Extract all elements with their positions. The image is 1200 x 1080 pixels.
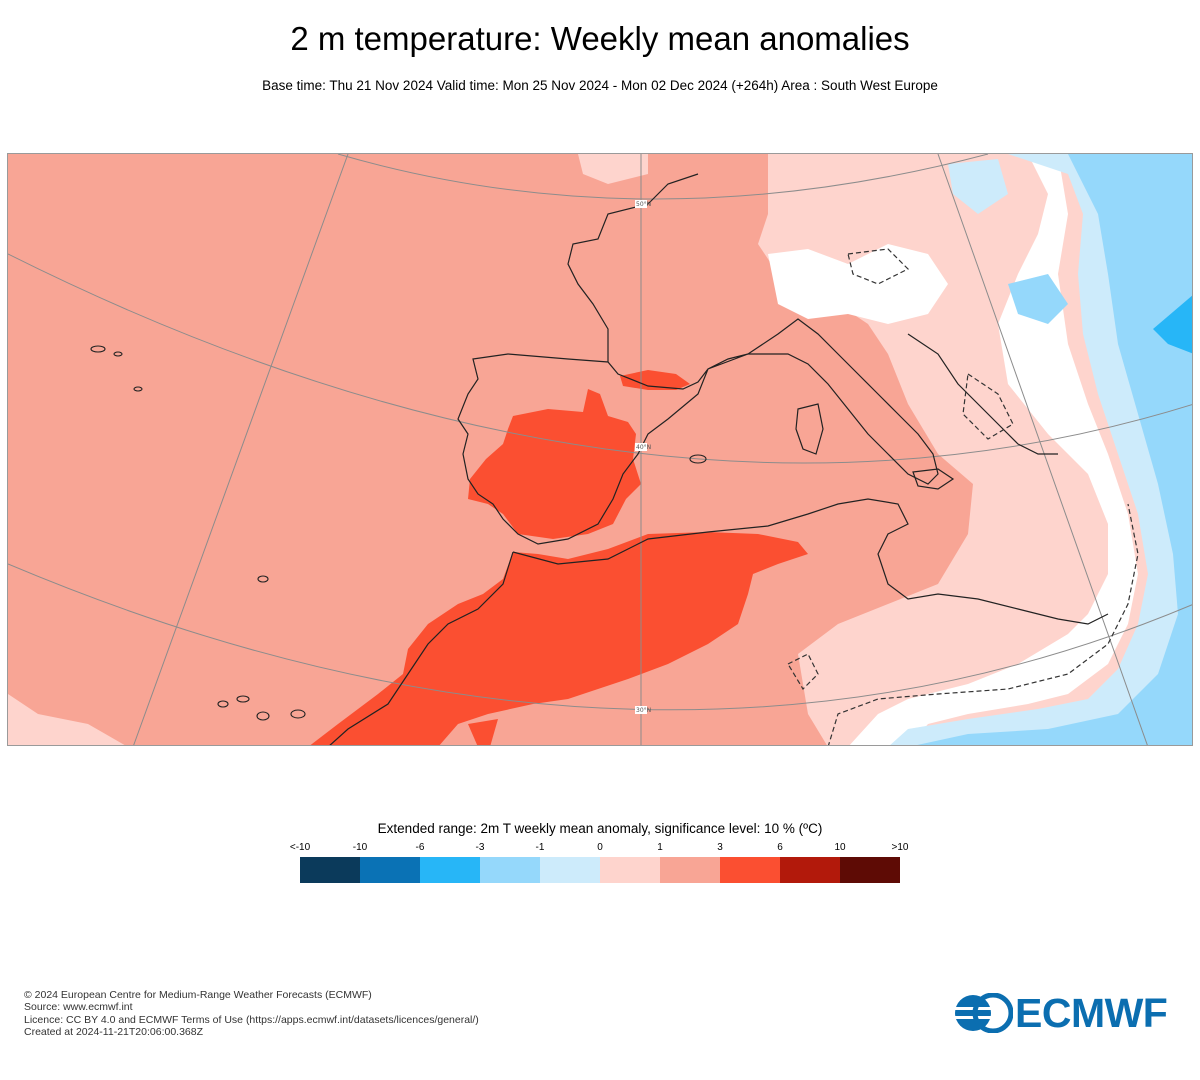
anomaly-zone-strong-warm (620, 370, 690, 390)
coastline-sardinia (795, 403, 824, 455)
legend-tick-label: -6 (415, 842, 425, 853)
legend-color-box (480, 857, 540, 883)
anomaly-zone-cool (917, 154, 1192, 745)
anomaly-zone-pale-warm (578, 154, 648, 184)
legend-tick-label: <-10 (289, 842, 311, 853)
ecmwf-logo-icon (955, 993, 1013, 1033)
legend-title: Extended range: 2m T weekly mean anomaly… (377, 821, 823, 836)
anomaly-zone-strong-warm (310, 532, 808, 745)
coastline-italy (746, 318, 939, 485)
latitude-line-30n (8, 563, 1192, 711)
legend-tick-label: 10 (834, 842, 846, 853)
legend-tick-label: 1 (657, 842, 663, 853)
meridian-line (133, 154, 349, 745)
anomaly-zone-slight-cool (948, 159, 1008, 214)
island-canary (236, 695, 250, 703)
island-balearic (689, 454, 707, 464)
island-azores (113, 351, 123, 357)
chart-title: 2 m temperature: Weekly mean anomalies (290, 20, 910, 57)
island-canary (290, 709, 306, 719)
coastline-balkans (907, 333, 1058, 455)
legend-tick-label: 0 (597, 842, 603, 853)
island-canary (217, 700, 229, 708)
legend-ticks: <-10 -10 -6 -3 -1 0 1 3 6 10 >10 (290, 842, 909, 854)
coastline-morocco-atlantic (329, 551, 514, 745)
legend-color-box (540, 857, 600, 883)
ecmwf-logo-text: ECMWF (1015, 990, 1168, 1036)
anomaly-zone-cool (1008, 274, 1068, 324)
legend-colorbar (300, 857, 900, 883)
chart-subtitle: Base time: Thu 21 Nov 2024 Valid time: M… (262, 78, 938, 93)
legend-color-box (840, 857, 900, 883)
footer-credits: © 2024 European Centre for Medium-Range … (24, 989, 479, 1038)
legend-tick-label: 6 (777, 842, 783, 853)
meridian-line (937, 154, 1148, 745)
legend-tick-label: 3 (717, 842, 723, 853)
footer-licence: Licence: CC BY 4.0 and ECMWF Terms of Us… (24, 1013, 479, 1026)
legend-color-box (600, 857, 660, 883)
island-canary (256, 711, 270, 721)
anomaly-zone-neutral (849, 154, 1138, 745)
anomaly-zone-cold (1153, 295, 1192, 354)
significance-contour (787, 653, 819, 690)
legend-color-box (300, 857, 360, 883)
legend-tick-label: >10 (891, 842, 909, 853)
anomaly-map: 50°N 40°N 30°N (7, 153, 1193, 746)
island-azores (90, 345, 106, 353)
anomaly-zone-strong-warm (468, 389, 641, 539)
legend-color-box (780, 857, 840, 883)
coastline-france (567, 173, 699, 362)
coastline-north-africa (512, 498, 1109, 625)
legend-color-box (660, 857, 720, 883)
legend-color-box (720, 857, 780, 883)
legend-tick-label: -1 (535, 842, 545, 853)
latitude-line-50n (337, 154, 989, 200)
legend-color-box (360, 857, 420, 883)
anomaly-zone-pale-warm (8, 694, 125, 745)
coastline-iberia (457, 353, 749, 545)
footer-source: Source: www.ecmwf.int (24, 1001, 133, 1014)
legend-tick-label: -3 (475, 842, 485, 853)
significance-contour (847, 248, 910, 285)
anomaly-zone-strong-warm (468, 719, 498, 745)
footer-created: Created at 2024-11-21T20:06:00.368Z (24, 1025, 204, 1038)
footer-copyright: © 2024 European Centre for Medium-Range … (24, 989, 372, 1001)
coastline-sicily (912, 468, 955, 490)
lat-label-50n: 50°N (636, 201, 651, 208)
island-azores (133, 386, 143, 392)
latitude-line-40n (8, 253, 1192, 464)
island-madeira (257, 575, 269, 583)
lat-label-40n: 40°N (636, 444, 651, 451)
lat-label-30n: 30°N (636, 707, 651, 714)
legend-tick-label: -10 (352, 842, 368, 853)
significance-contour (962, 372, 1014, 440)
anomaly-zone-neutral (768, 244, 948, 324)
legend-color-box (420, 857, 480, 883)
